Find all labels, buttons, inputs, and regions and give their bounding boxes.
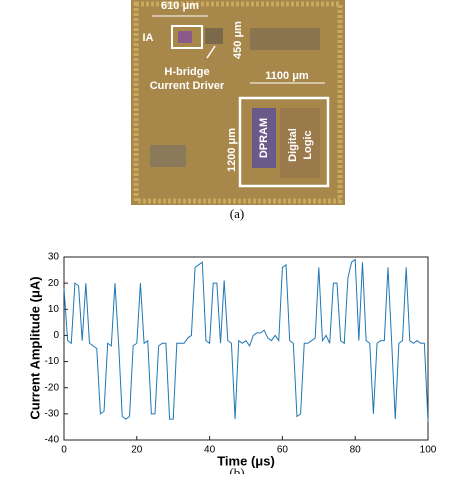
x-tick-label: 80: [350, 445, 362, 456]
x-axis-label: Time (μs): [217, 453, 275, 468]
x-tick-label: 20: [131, 445, 143, 456]
ia-label: IA: [143, 32, 154, 44]
logic-block: [280, 108, 320, 178]
block: [250, 28, 320, 50]
x-tick-label: 40: [204, 445, 216, 456]
dpram-block: [252, 108, 276, 168]
y-tick-label: -10: [45, 356, 60, 367]
logic-box: [238, 96, 330, 188]
x-tick-label: 0: [61, 445, 67, 456]
y-tick-label: -20: [45, 382, 60, 393]
plot-frame: [63, 256, 429, 441]
dim-label: 1100 μm: [265, 70, 309, 82]
dim-label: 610 μm: [161, 0, 199, 12]
dim-label: 1200 μm: [226, 128, 238, 172]
y-tick-label: 30: [48, 252, 60, 263]
block: [150, 145, 186, 167]
ia-block: [178, 31, 192, 43]
dim-label: 450 μm: [232, 21, 244, 59]
dpram-label: DPRAM: [258, 118, 270, 158]
caption: (a): [230, 206, 244, 221]
y-tick-label: 10: [48, 304, 60, 315]
y-axis-label: Current Amplitude (μA): [27, 276, 42, 419]
logic-label: Digital: [287, 128, 299, 162]
arrow: [206, 45, 216, 59]
hbridge-label: Current Driver: [150, 80, 225, 92]
y-tick-label: 20: [48, 278, 60, 289]
x-tick-label: 60: [277, 445, 289, 456]
pad-ring: [133, 1, 343, 204]
x-tick-label: 100: [420, 445, 437, 456]
hbridge-block: [205, 28, 223, 44]
y-tick-label: 0: [53, 330, 59, 341]
hbridge-label: H-bridge: [164, 66, 209, 78]
data-line: [63, 258, 429, 422]
y-tick-label: -40: [45, 435, 60, 446]
chip-photo: 610 μm IA 450 μm H-bridge Current Driver…: [131, 0, 345, 205]
logic-label: Logic: [302, 130, 314, 159]
ia-box: [171, 25, 203, 49]
y-tick-label: -30: [45, 408, 60, 419]
